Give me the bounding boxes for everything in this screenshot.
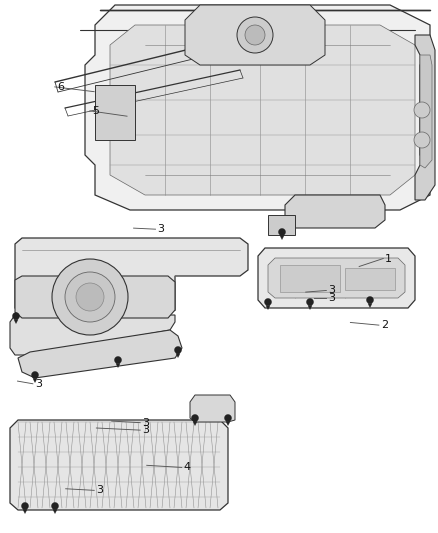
Text: 3: 3 — [158, 224, 165, 234]
Text: 3: 3 — [328, 286, 336, 295]
Polygon shape — [15, 276, 175, 318]
Circle shape — [237, 17, 273, 53]
Polygon shape — [268, 258, 405, 298]
Circle shape — [279, 229, 286, 236]
Polygon shape — [285, 195, 385, 228]
Text: 3: 3 — [142, 418, 149, 427]
Polygon shape — [308, 305, 312, 310]
Circle shape — [225, 415, 232, 422]
Polygon shape — [415, 35, 435, 200]
Polygon shape — [14, 319, 18, 324]
Polygon shape — [18, 330, 182, 378]
Polygon shape — [176, 353, 180, 358]
Polygon shape — [53, 510, 57, 513]
Circle shape — [245, 25, 265, 45]
Polygon shape — [280, 236, 284, 239]
Polygon shape — [258, 248, 415, 308]
Polygon shape — [345, 268, 395, 290]
Circle shape — [367, 296, 374, 303]
Text: 5: 5 — [92, 106, 99, 116]
Circle shape — [65, 272, 115, 322]
Text: 2: 2 — [381, 320, 388, 330]
Circle shape — [174, 346, 181, 353]
Polygon shape — [226, 422, 230, 425]
Polygon shape — [266, 305, 270, 310]
Polygon shape — [95, 85, 135, 140]
Polygon shape — [10, 420, 228, 510]
Polygon shape — [15, 238, 248, 315]
Circle shape — [414, 102, 430, 118]
Polygon shape — [280, 265, 340, 292]
Polygon shape — [190, 395, 235, 422]
Text: 3: 3 — [35, 379, 42, 389]
Polygon shape — [85, 5, 430, 210]
Polygon shape — [116, 364, 120, 367]
Polygon shape — [23, 510, 27, 513]
Text: 3: 3 — [96, 486, 103, 495]
Circle shape — [114, 357, 121, 364]
Circle shape — [21, 503, 28, 510]
Text: 6: 6 — [57, 82, 64, 92]
Polygon shape — [193, 422, 197, 425]
Circle shape — [13, 312, 20, 319]
Polygon shape — [185, 5, 325, 65]
Circle shape — [414, 132, 430, 148]
Text: 3: 3 — [142, 425, 149, 435]
Circle shape — [52, 259, 128, 335]
Polygon shape — [110, 25, 415, 195]
Circle shape — [32, 372, 39, 378]
Polygon shape — [33, 378, 37, 383]
Circle shape — [307, 298, 314, 305]
Text: 1: 1 — [385, 254, 392, 263]
Circle shape — [52, 503, 59, 510]
Circle shape — [265, 298, 272, 305]
Circle shape — [76, 283, 104, 311]
Text: 4: 4 — [184, 463, 191, 472]
Polygon shape — [268, 215, 295, 235]
Polygon shape — [368, 303, 372, 308]
Circle shape — [191, 415, 198, 422]
Polygon shape — [420, 55, 432, 168]
Text: 3: 3 — [328, 294, 336, 303]
Polygon shape — [10, 315, 175, 355]
